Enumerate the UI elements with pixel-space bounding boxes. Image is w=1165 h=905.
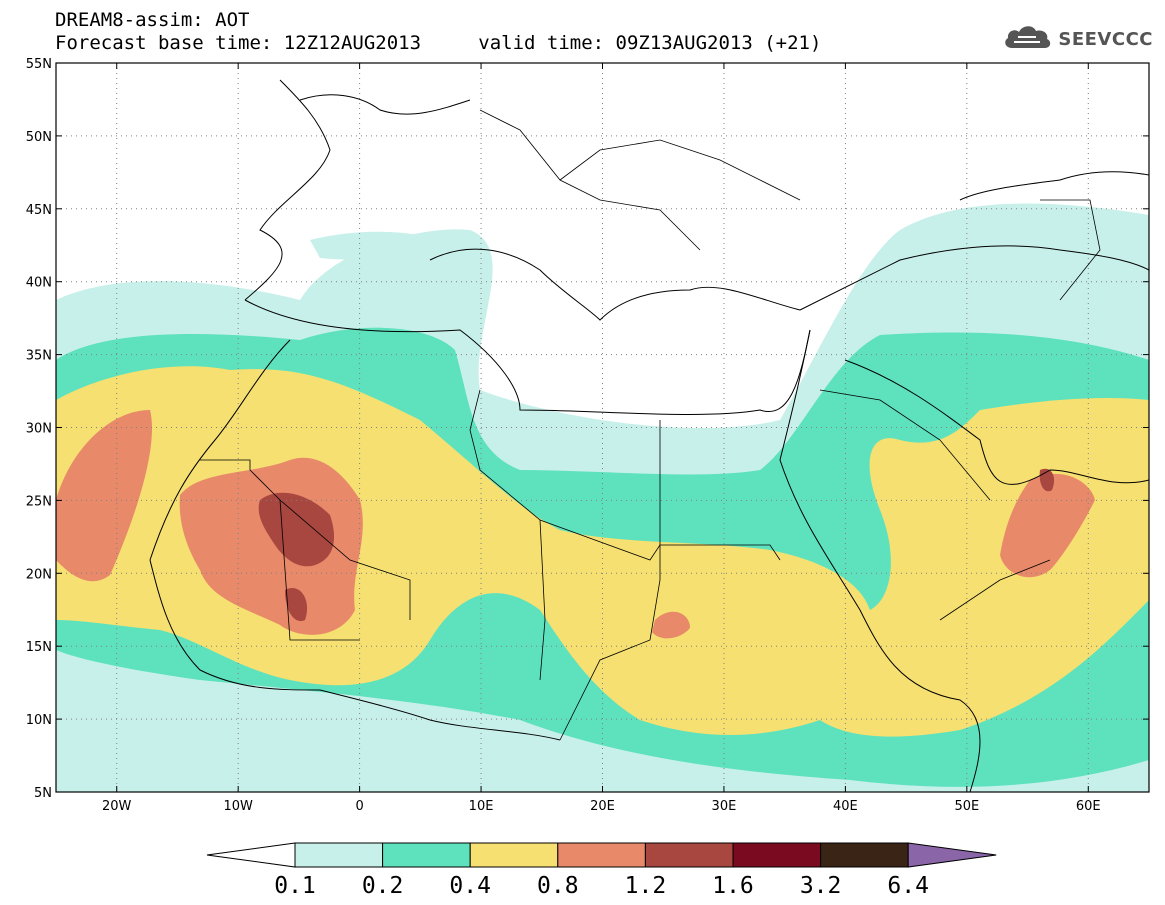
lon-tick-label: 0 (355, 799, 363, 814)
colorbar-segment (469, 842, 559, 868)
lat-tick-label: 15N (26, 640, 52, 655)
colorbar-high-arrow (907, 842, 997, 868)
lat-tick-label: 5N (34, 786, 52, 801)
colorbar-segment (557, 842, 646, 868)
colorbar-label: 1.2 (625, 873, 667, 899)
lon-tick-label: 50E (954, 799, 979, 814)
lat-tick-label: 10N (26, 713, 52, 728)
aot-band-0.8-sahara (179, 457, 363, 635)
colorbar-segment (820, 842, 909, 868)
title-model: DREAM8-assim: AOT (55, 9, 250, 31)
lon-tick-label: 20W (102, 799, 132, 814)
axis-ticks (56, 62, 1149, 793)
lon-tick-label: 10E (469, 799, 494, 814)
colorbar-low-arrow (206, 842, 296, 868)
colorbar-segment (382, 842, 471, 868)
lat-tick-label: 20N (26, 567, 52, 582)
lat-tick-label: 45N (26, 203, 52, 218)
colorbar-label: 6.4 (887, 873, 929, 899)
lat-tick-label: 35N (26, 349, 52, 364)
colorbar-label: 3.2 (800, 873, 842, 899)
aot-band-0.8-west (56, 410, 152, 582)
axis-tick-labels: 20W 10W 0 10E 20E 30E 40E 50E 60E 55N 50N 45N 40N 35N… (26, 57, 1101, 814)
lat-tick-label: 30N (26, 422, 52, 437)
aot-band-0.8-spot (652, 611, 690, 639)
aot-band-1.2-b (285, 588, 308, 622)
colorbar-segment (644, 842, 734, 868)
colorbar-label: 0.4 (449, 873, 491, 899)
colorbar-label: 0.2 (362, 873, 404, 899)
aot-band-1.2 (258, 492, 335, 567)
lon-tick-label: 30E (712, 799, 737, 814)
aot-band-0.1-north (310, 231, 440, 260)
coastlines (149, 79, 1149, 792)
country-borders (200, 109, 1101, 741)
seevccc-logo: SEEVCCC (1002, 22, 1153, 56)
lon-tick-label: 40E (833, 799, 858, 814)
colorbar-label: 0.1 (274, 873, 316, 899)
colorbar: 0.1 0.2 0.4 0.8 1.2 1.6 3.2 6.4 (206, 842, 997, 899)
logo-text: SEEVCCC (1058, 28, 1153, 50)
cloud-icon (1002, 22, 1054, 56)
lon-tick-label: 20E (590, 799, 615, 814)
aot-band-0.8-gulf (1000, 473, 1095, 578)
colorbar-label: 0.8 (537, 873, 579, 899)
aot-shading (56, 203, 1149, 792)
valid-time: valid time: 09Z13AUG2013 (+21) (478, 32, 822, 54)
base-time: Forecast base time: 12Z12AUG2013 (55, 32, 422, 54)
lon-tick-label: 60E (1076, 799, 1101, 814)
lat-tick-label: 40N (26, 276, 52, 291)
colorbar-segment (294, 842, 384, 868)
lat-tick-label: 25N (26, 494, 52, 509)
lat-tick-label: 55N (26, 57, 52, 72)
colorbar-segment (732, 842, 822, 868)
colorbar-label: 1.6 (712, 873, 754, 899)
title-times: Forecast base time: 12Z12AUG2013 valid t… (55, 33, 821, 53)
lon-tick-label: 10W (223, 799, 253, 814)
aot-band-0.4 (56, 366, 1149, 737)
lat-tick-label: 50N (26, 130, 52, 145)
